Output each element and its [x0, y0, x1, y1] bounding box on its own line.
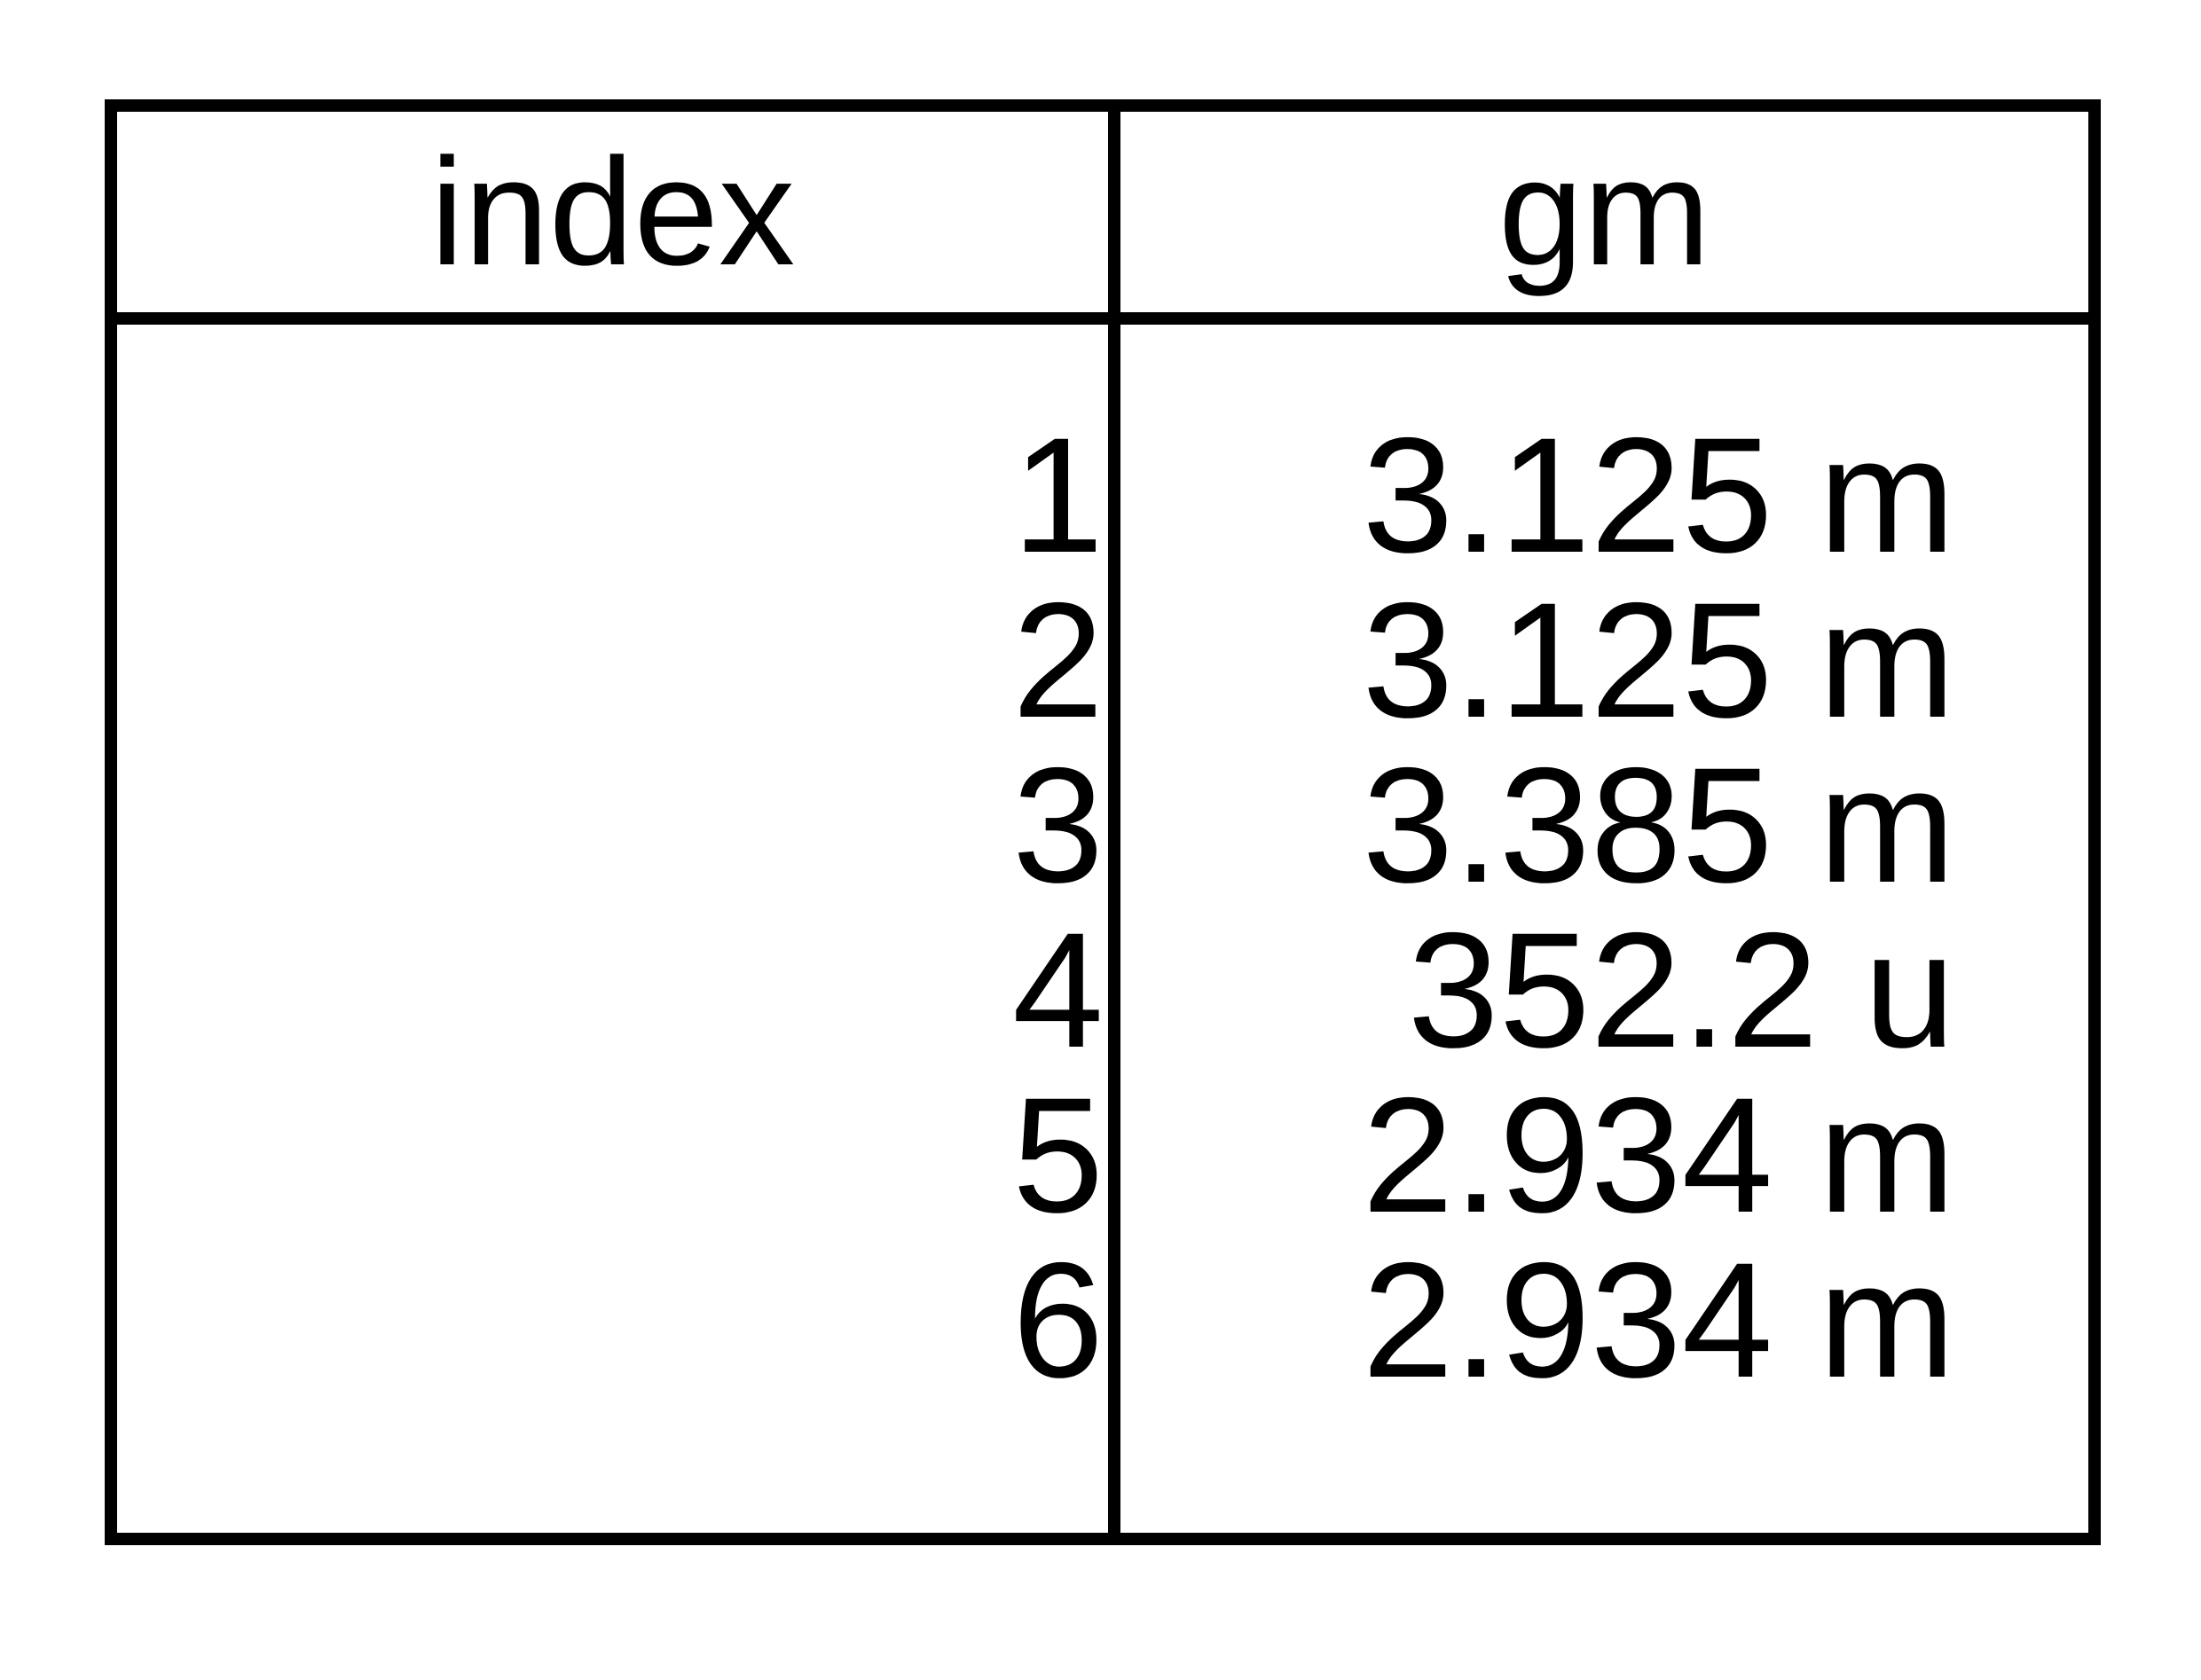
- gm-column: 3.125 m 3.125 m 3.385 m 352.2 u 2.934 m …: [1363, 413, 1955, 1403]
- gm-cell: 3.125 m: [1362, 404, 1955, 587]
- index-cell: 6: [1012, 1229, 1104, 1412]
- gm-cell: 3.125 m: [1362, 569, 1955, 752]
- index-column: 1 2 3 4 5 6: [1012, 413, 1104, 1403]
- data-table: index gm 1 2 3 4 5 6 3.125 m 3.125 m 3.3…: [105, 99, 2101, 1545]
- index-cell: 5: [1012, 1064, 1104, 1247]
- gm-cell: 3.385 m: [1362, 734, 1955, 917]
- index-cell: 1: [1012, 404, 1104, 587]
- header-divider: [117, 312, 2088, 325]
- gm-cell: 2.934 m: [1362, 1064, 1955, 1247]
- index-cell: 3: [1012, 734, 1104, 917]
- column-header-index: index: [429, 127, 796, 297]
- gm-cell: 2.934 m: [1362, 1229, 1955, 1412]
- index-cell: 4: [1012, 899, 1104, 1082]
- column-header-gm: gm: [1498, 127, 1710, 297]
- column-divider: [1108, 112, 1120, 1533]
- gm-cell: 352.2 u: [1407, 899, 1955, 1082]
- index-cell: 2: [1012, 569, 1104, 752]
